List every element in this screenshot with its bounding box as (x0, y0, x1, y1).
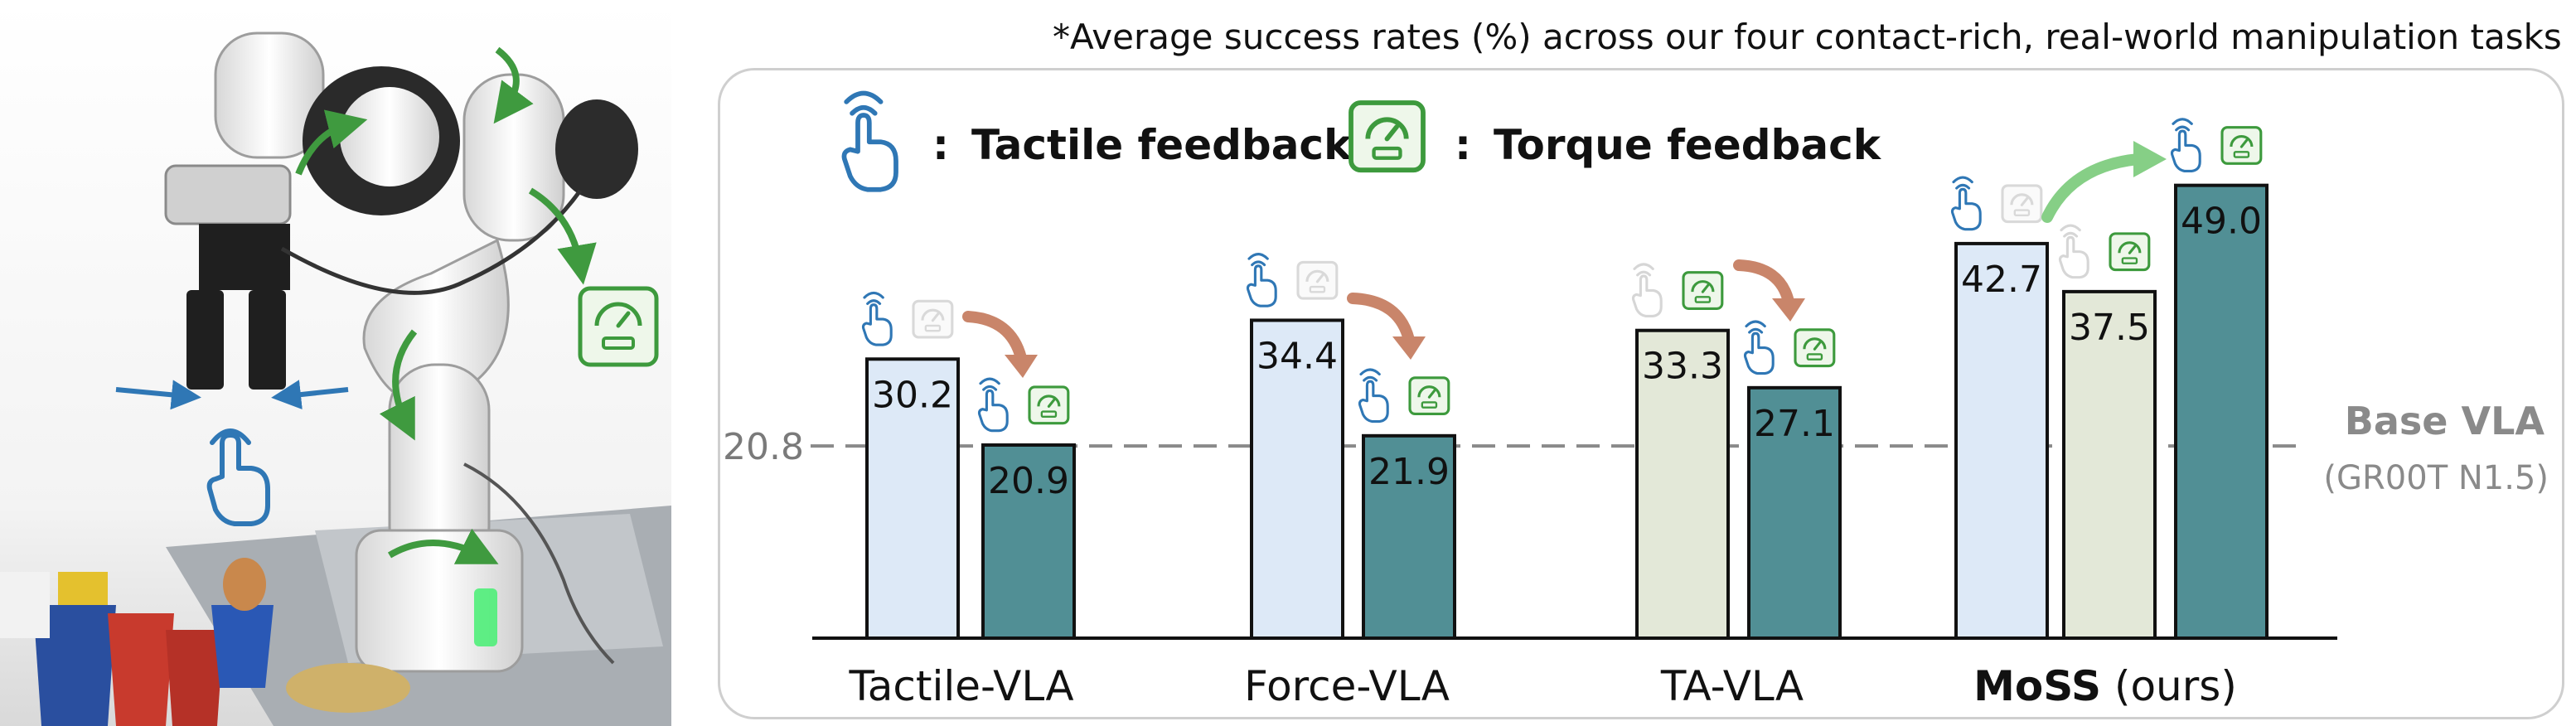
bar-moss-2 (2062, 289, 2157, 640)
bar-value-label: 27.1 (1754, 403, 1835, 445)
bar-torque-icon (2220, 126, 2263, 165)
legend-separator: : (1455, 121, 1471, 169)
bar-tactile-icon (1246, 253, 1277, 307)
bar-tactile-icon (977, 377, 1009, 433)
bar-tactile-vla-2 (981, 443, 1076, 641)
bar-torque-icon (1682, 271, 1724, 310)
legend-tactile-label: Tactile feedback (971, 121, 1353, 169)
bar-force-vla-2 (1362, 433, 1456, 640)
category-label: TA-VLA (1660, 662, 1804, 710)
bar-value-label: 49.0 (2181, 201, 2262, 243)
increase-arrow-icon (2041, 141, 2167, 223)
legend-torque-gauge-icon (1349, 100, 1426, 173)
legend-separator: : (932, 121, 949, 169)
robot-photo (0, 0, 671, 726)
bar-value-label: 37.5 (2069, 307, 2150, 349)
bar-torque-icon (1408, 376, 1450, 416)
bar-value-label: 21.9 (1368, 451, 1450, 493)
category-label: Force-VLA (1244, 662, 1450, 710)
bar-tactile-icon (2170, 118, 2201, 172)
baseline-subname-label: (GR00T N1.5) (2323, 459, 2549, 497)
legend-torque-label: Torque feedback (1494, 121, 1882, 169)
legend-tactile-hand-icon (841, 90, 898, 192)
bar-value-label: 42.7 (1961, 259, 2042, 301)
baseline-value-label: 20.8 (723, 426, 804, 468)
bar-tactile-vla-1 (865, 357, 960, 640)
bar-tactile-icon (2058, 224, 2089, 279)
bar-tactile-icon (1743, 320, 1775, 375)
bar-torque-icon (2001, 184, 2043, 224)
bar-value-label: 20.9 (988, 460, 1069, 502)
bar-tactile-icon (861, 291, 893, 346)
category-label: Tactile-VLA (848, 662, 1073, 710)
bar-ta-vla-2 (1747, 385, 1842, 640)
bar-torque-icon (912, 299, 954, 339)
bar-moss-1 (1954, 241, 2049, 640)
bar-torque-icon (1296, 260, 1339, 300)
decrease-arrow-icon (1347, 293, 1426, 360)
bar-value-label: 33.3 (1642, 346, 1723, 388)
bar-value-label: 34.4 (1257, 335, 1338, 377)
bar-tactile-icon (1631, 263, 1663, 318)
bar-force-vla-1 (1250, 318, 1344, 640)
chart-footnote: *Average success rates (%) across our fo… (1053, 17, 2562, 57)
bar-ta-vla-1 (1635, 328, 1730, 640)
bar-torque-icon (1794, 328, 1836, 368)
bar-torque-icon (1028, 385, 1070, 425)
bar-tactile-icon (1358, 368, 1389, 424)
decrease-arrow-icon (962, 311, 1038, 378)
bar-tactile-icon (1950, 176, 1982, 231)
bar-torque-icon (2109, 232, 2151, 272)
bar-value-label: 30.2 (872, 374, 953, 416)
category-label: MoSS (ours) (1973, 662, 2237, 710)
baseline-name-label: Base VLA (2345, 399, 2545, 443)
bar-moss-3 (2174, 183, 2269, 640)
decrease-arrow-icon (1733, 259, 1805, 322)
